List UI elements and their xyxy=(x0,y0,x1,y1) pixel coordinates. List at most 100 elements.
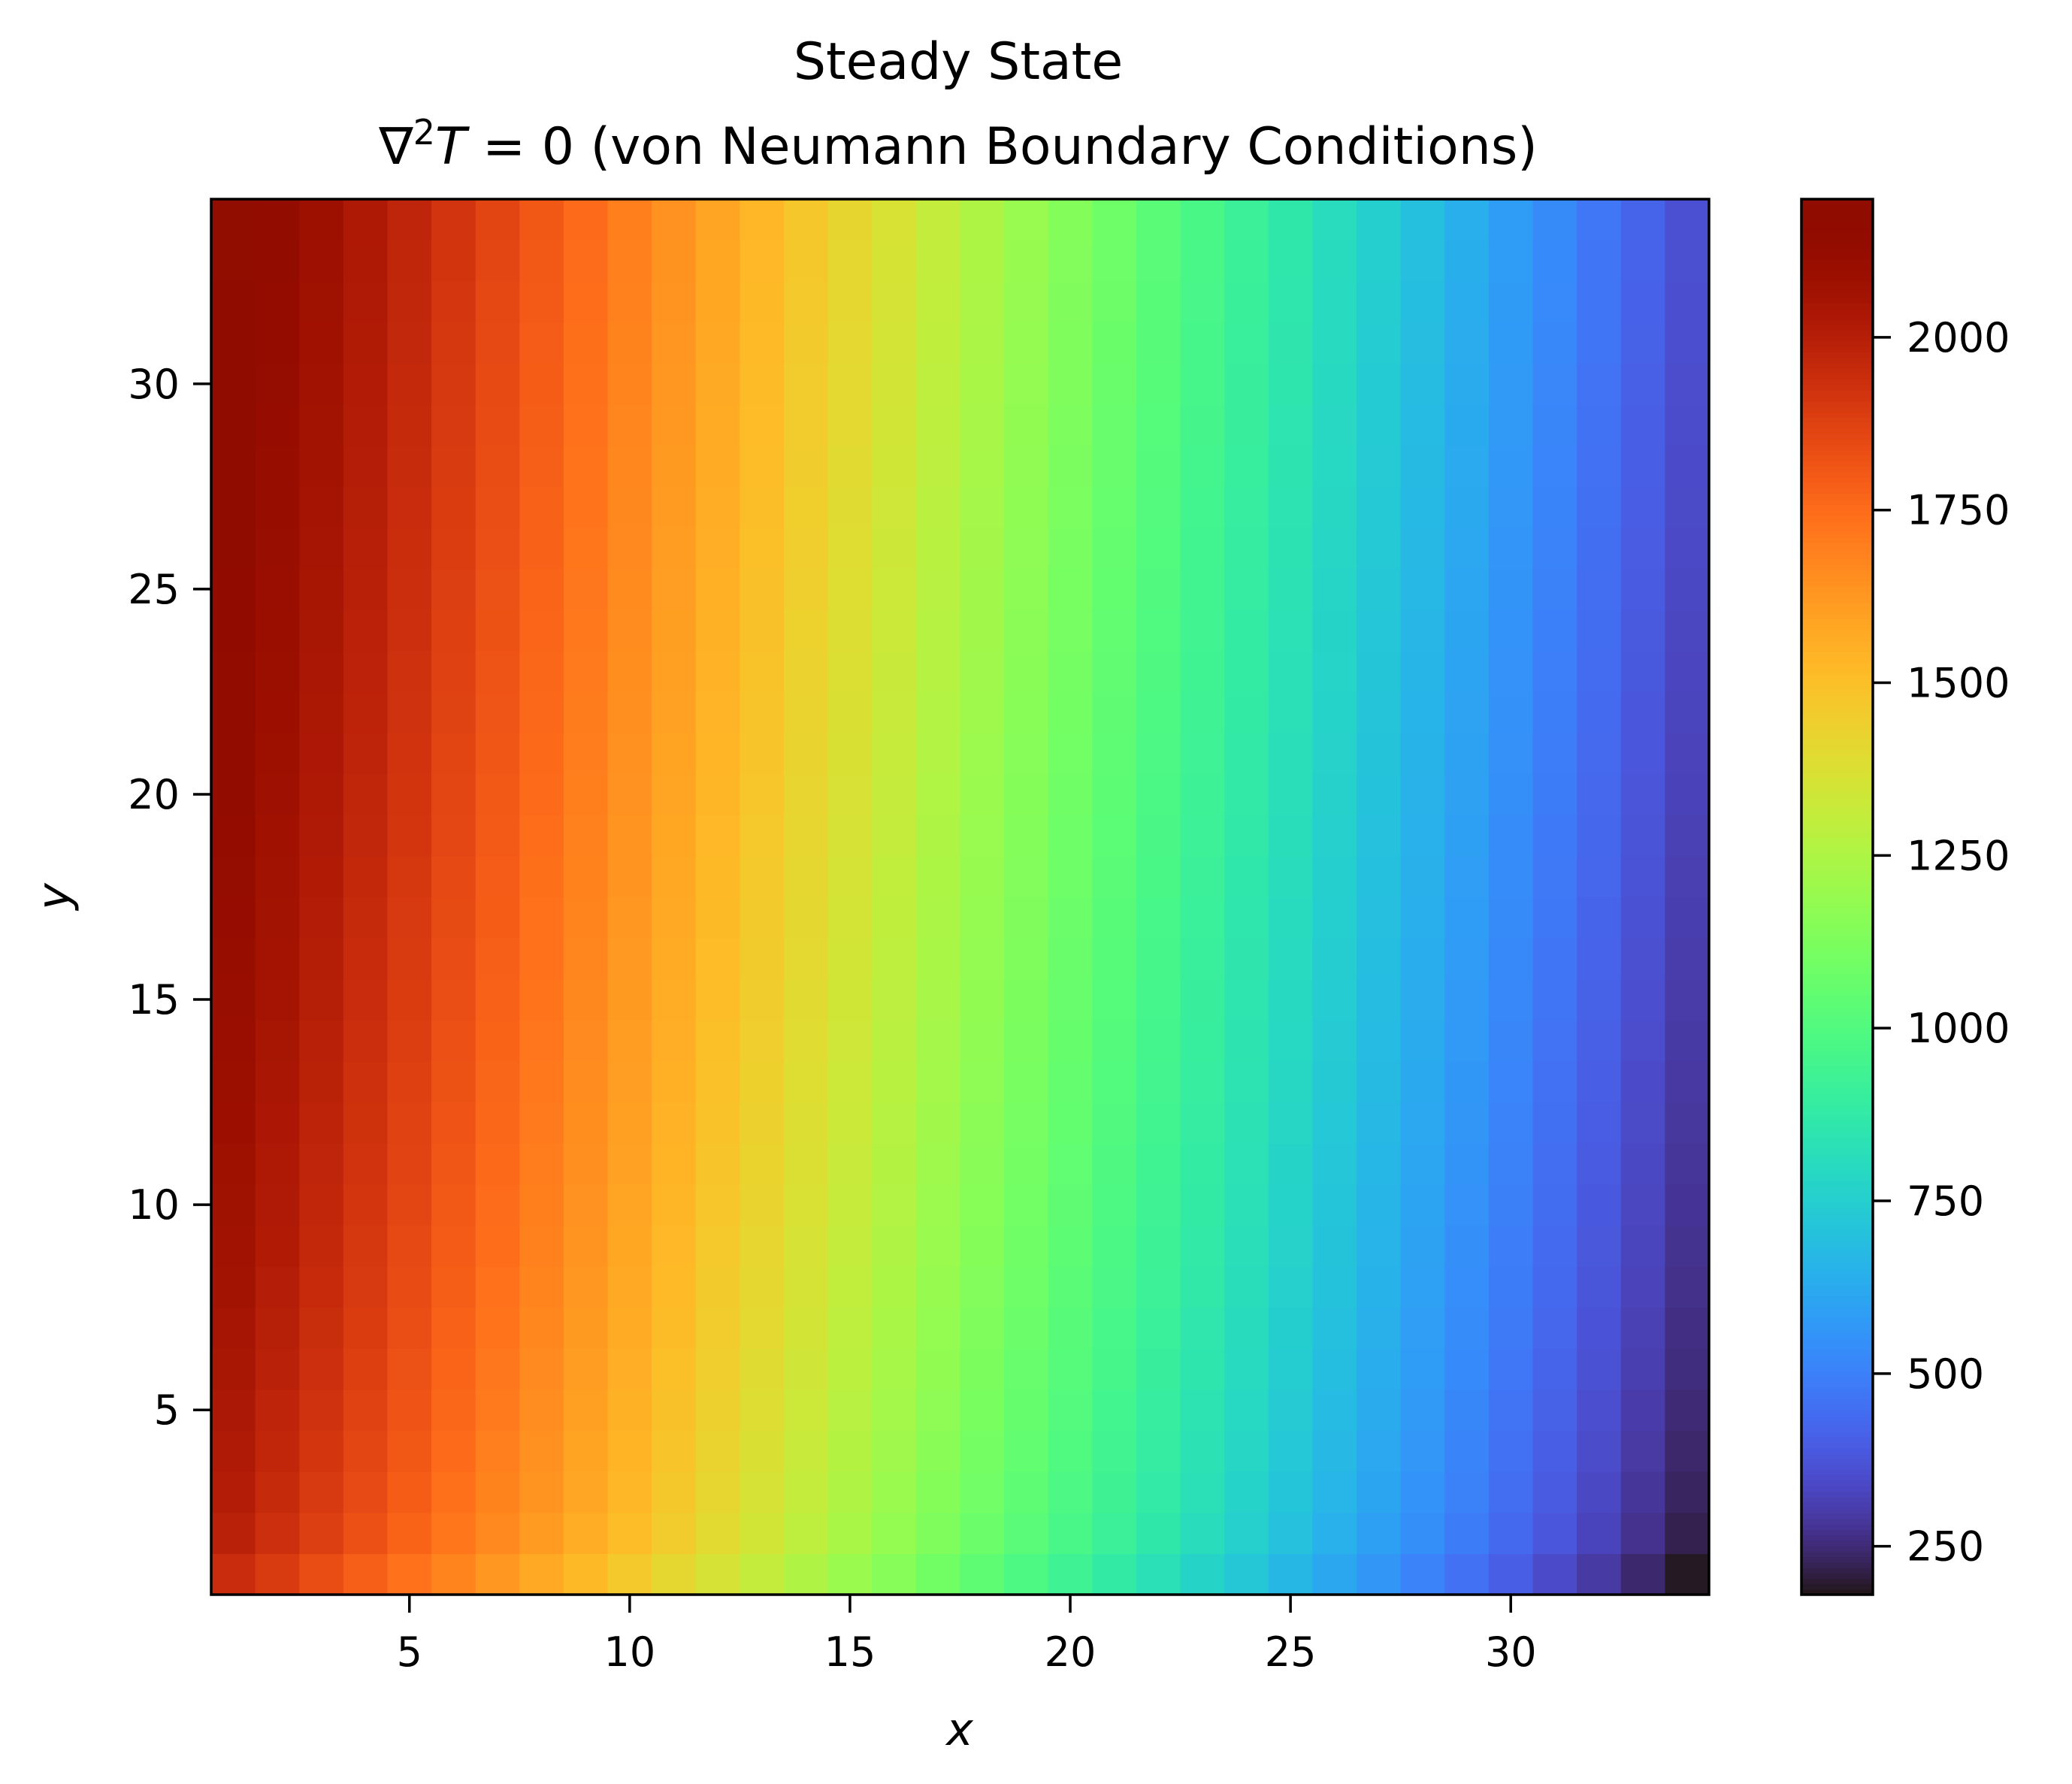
heatmap-cell xyxy=(211,486,256,528)
colorbar-step xyxy=(1801,1474,1873,1481)
heatmap-cell xyxy=(1444,1348,1490,1390)
heatmap-cell xyxy=(784,1060,829,1103)
heatmap-cell xyxy=(652,609,697,652)
heatmap-cell xyxy=(695,815,741,857)
heatmap-cell xyxy=(740,199,785,241)
heatmap-cell xyxy=(343,609,389,652)
heatmap-cell xyxy=(1048,445,1093,487)
heatmap-cell xyxy=(652,815,697,857)
heatmap-cell xyxy=(1092,897,1137,939)
heatmap-cell xyxy=(1577,445,1622,487)
heatmap-cell xyxy=(1357,1102,1402,1144)
colorbar-step xyxy=(1801,662,1873,669)
heatmap-cell xyxy=(1136,1020,1181,1062)
heatmap-cell xyxy=(475,650,520,693)
heatmap-cell xyxy=(431,691,476,733)
heatmap-cell xyxy=(695,1389,741,1432)
heatmap-cell xyxy=(519,445,564,487)
heatmap-cell xyxy=(1577,1307,1622,1349)
colorbar-step xyxy=(1801,1093,1873,1099)
heatmap-cell xyxy=(827,691,873,733)
heatmap-cell xyxy=(652,1102,697,1144)
heatmap-cell xyxy=(1136,1143,1181,1185)
colorbar-step xyxy=(1801,1300,1873,1307)
heatmap-cell xyxy=(475,1020,520,1062)
heatmap-cell xyxy=(872,1348,917,1390)
heatmap-cell xyxy=(299,1060,344,1103)
heatmap-cell xyxy=(255,1307,300,1349)
heatmap-cell xyxy=(1312,568,1357,610)
heatmap-cell xyxy=(1400,527,1445,570)
colorbar-step xyxy=(1801,875,1873,881)
colorbar-step xyxy=(1801,657,1873,664)
y-axis-label: y xyxy=(28,882,80,912)
heatmap-cell xyxy=(1488,240,1534,282)
heatmap-cell xyxy=(1180,609,1225,652)
heatmap-cell xyxy=(299,568,344,610)
heatmap-cell xyxy=(1312,445,1357,487)
colorbar-step xyxy=(1801,771,1873,778)
heatmap-cell xyxy=(343,1184,389,1226)
heatmap-cell xyxy=(299,199,344,241)
heatmap-cell xyxy=(1092,240,1137,282)
heatmap-cell xyxy=(652,445,697,487)
heatmap-cell xyxy=(475,568,520,610)
heatmap-cell xyxy=(1048,1512,1093,1554)
heatmap-cell xyxy=(1136,1102,1181,1144)
heatmap-cell xyxy=(1665,1225,1710,1267)
heatmap-cell xyxy=(1620,281,1665,323)
heatmap-cell xyxy=(387,568,432,610)
heatmap-cell xyxy=(475,1143,520,1185)
heatmap-cell xyxy=(343,281,389,323)
heatmap-cell xyxy=(1048,978,1093,1021)
colorbar-step xyxy=(1801,1218,1873,1225)
heatmap-cell xyxy=(1665,1266,1710,1308)
heatmap-cell xyxy=(431,322,476,364)
heatmap-cell xyxy=(1357,1512,1402,1554)
heatmap-cell xyxy=(1665,978,1710,1021)
heatmap-cell xyxy=(960,527,1005,570)
heatmap-cell xyxy=(1136,568,1181,610)
heatmap-cell xyxy=(1092,527,1137,570)
heatmap-cell xyxy=(740,650,785,693)
heatmap-cell xyxy=(784,1143,829,1185)
colorbar-step xyxy=(1801,275,1873,282)
heatmap-cell xyxy=(519,1389,564,1432)
heatmap-cell xyxy=(519,1225,564,1267)
heatmap-cell xyxy=(475,445,520,487)
heatmap-cell xyxy=(255,978,300,1021)
colorbar-step xyxy=(1801,1535,1873,1541)
heatmap-cell xyxy=(827,1389,873,1432)
colorbar-step xyxy=(1801,537,1873,543)
heatmap-cell xyxy=(1444,978,1490,1021)
heatmap-cell xyxy=(1620,363,1665,405)
heatmap-cell xyxy=(255,1348,300,1390)
heatmap-cell xyxy=(1665,199,1710,241)
heatmap-cell xyxy=(211,1430,256,1472)
heatmap-cell xyxy=(1224,404,1269,446)
heatmap-cell xyxy=(827,1020,873,1062)
heatmap-cell xyxy=(387,1143,432,1185)
heatmap-cell xyxy=(211,773,256,815)
colorbar-step xyxy=(1801,1076,1873,1083)
heatmap-cell xyxy=(960,1471,1005,1513)
heatmap-cell xyxy=(1048,281,1093,323)
heatmap-cell xyxy=(1620,445,1665,487)
heatmap-cell xyxy=(1224,1389,1269,1432)
colorbar-step xyxy=(1801,640,1873,647)
heatmap-cell xyxy=(387,1553,432,1595)
heatmap-cell xyxy=(1048,609,1093,652)
heatmap-cell xyxy=(1357,1143,1402,1185)
heatmap-cell xyxy=(827,363,873,405)
heatmap-cell xyxy=(740,1266,785,1308)
heatmap-cell xyxy=(475,1553,520,1595)
heatmap-cell xyxy=(1357,609,1402,652)
heatmap-cell xyxy=(1620,609,1665,652)
colorbar-step xyxy=(1801,433,1873,440)
heatmap-cell xyxy=(1004,1184,1049,1226)
heatmap-cell xyxy=(1488,1553,1534,1595)
heatmap-cell xyxy=(652,650,697,693)
heatmap-cell xyxy=(299,1430,344,1472)
heatmap-cell xyxy=(1136,363,1181,405)
colorbar-step xyxy=(1801,1305,1873,1312)
